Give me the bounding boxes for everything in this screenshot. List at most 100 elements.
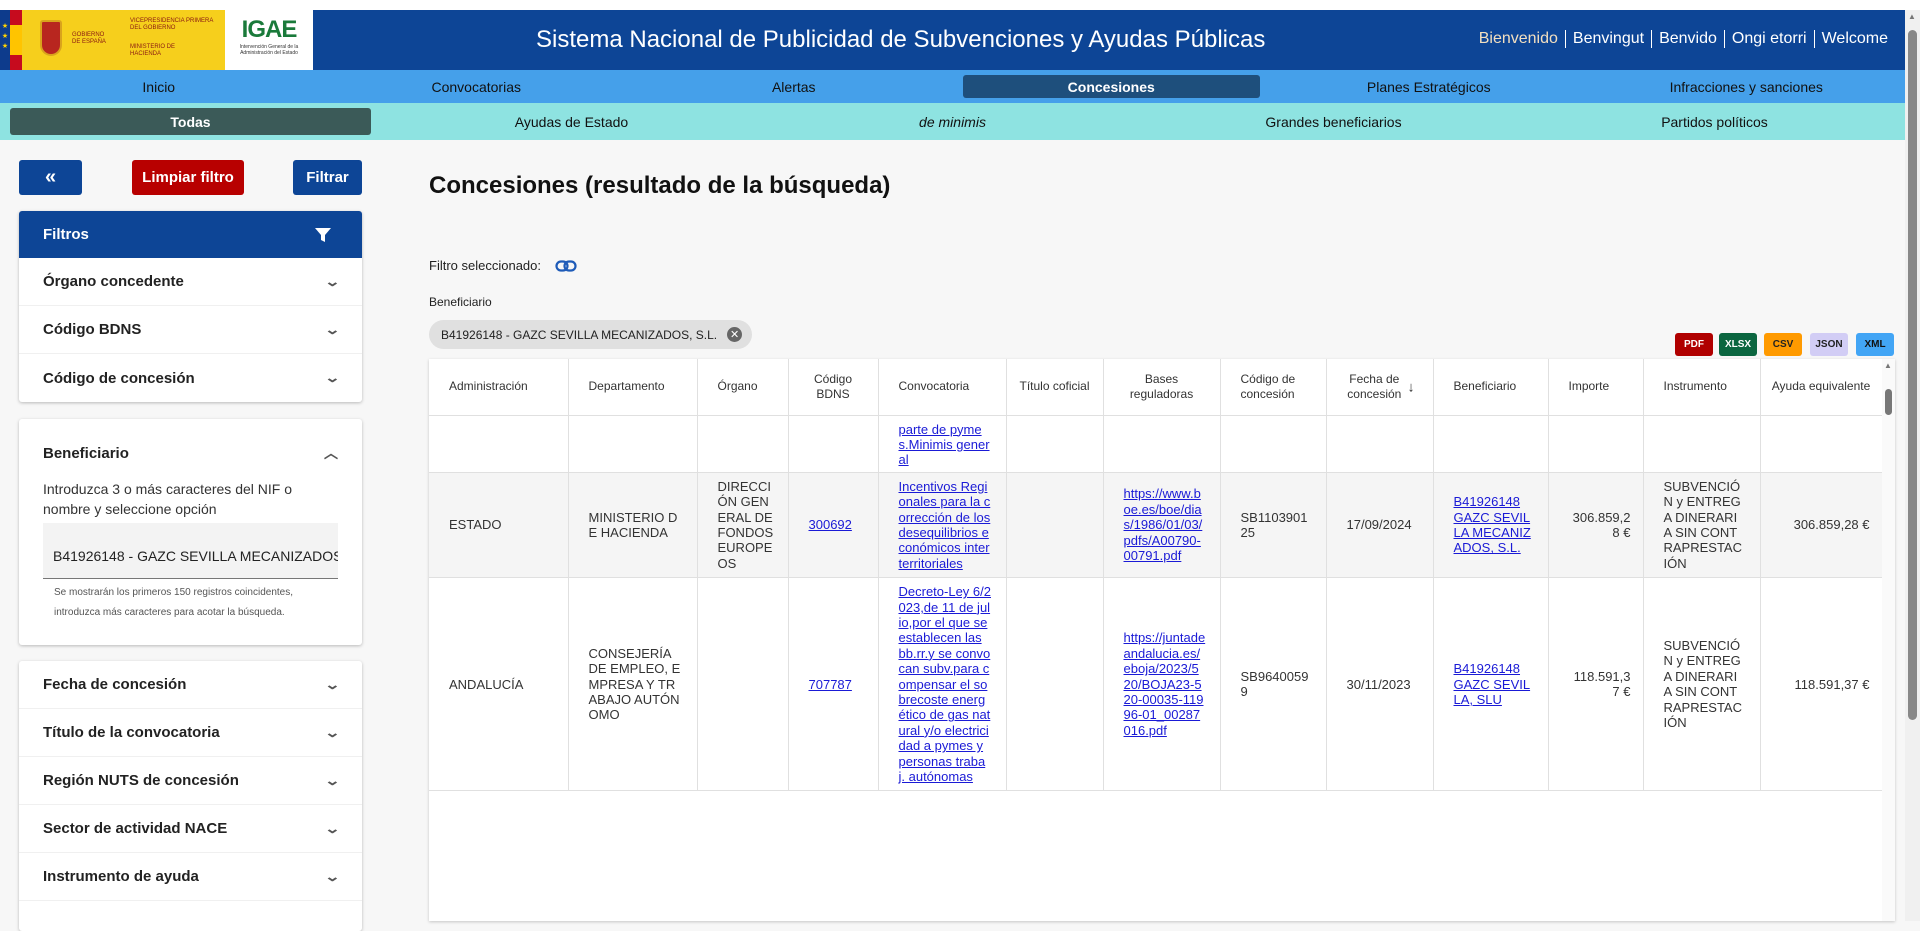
scroll-up-icon[interactable]: ▲ [1908, 12, 1916, 21]
subnav-ayudas-estado[interactable]: Ayudas de Estado [514, 113, 629, 130]
col-bases-reguladoras[interactable]: Bases reguladoras [1103, 359, 1221, 416]
nav-inicio[interactable]: Inicio [142, 78, 176, 95]
filter-region-nuts[interactable]: Región NUTS de concesión ⌄ [19, 757, 362, 805]
sort-arrow-down-icon[interactable]: ↓ [1407, 378, 1415, 395]
cell-bdns [788, 415, 879, 473]
export-pdf-button[interactable]: PDF [1675, 333, 1713, 356]
col-ayuda-equivalente[interactable]: Ayuda equivalente [1760, 359, 1883, 416]
filter-button[interactable]: Filtrar [293, 160, 362, 195]
filter-label: Instrumento de ayuda [43, 868, 199, 885]
filters-title: Filtros [43, 226, 89, 243]
col-codigo-bdns[interactable]: Código BDNS [788, 359, 879, 416]
lang-gl[interactable]: Benvido [1651, 30, 1724, 48]
cell-titulo [1006, 415, 1104, 473]
funnel-icon [315, 227, 331, 242]
table-row: ANDALUCÍA CONSEJERÍA DE EMPLEO, EMPRESA Y… [429, 577, 1883, 792]
beneficiario-link[interactable]: B41926148 GAZC SEVILLA, SLU [1453, 661, 1531, 707]
col-fecha-concesion[interactable]: Fecha de concesión ↓ [1326, 359, 1434, 416]
main-nav: Inicio Convocatorias Alertas Concesiones… [0, 70, 1905, 103]
cell-admin: ANDALUCÍA [429, 577, 569, 792]
collapse-sidebar-button[interactable]: « [19, 160, 82, 195]
chevron-down-icon: ⌄ [324, 772, 341, 788]
cell-bases: https://www.boe.es/boe/dias/1986/01/03/p… [1103, 472, 1221, 579]
convocatoria-link[interactable]: parte de pymes.Minimis general [898, 421, 990, 468]
col-titulo-cooficial[interactable]: Título coficial [1006, 359, 1104, 416]
cell-titulo [1006, 472, 1104, 579]
filter-instrumento-ayuda[interactable]: Instrumento de ayuda ⌄ [19, 853, 362, 901]
export-json-button[interactable]: JSON [1810, 333, 1848, 356]
clear-filter-button[interactable]: Limpiar filtro [132, 160, 244, 195]
table-scrollbar[interactable]: ▲ [1882, 359, 1895, 921]
col-organo[interactable]: Órgano [697, 359, 789, 416]
coat-of-arms-icon [40, 20, 62, 56]
chevron-down-icon: ⌄ [324, 273, 341, 289]
filter-codigo-bdns[interactable]: Código BDNS ⌄ [19, 306, 362, 354]
cell-depto: MINISTERIO DE HACIENDA [568, 472, 698, 579]
filter-organo-concedente[interactable]: Órgano concedente ⌄ [19, 258, 362, 306]
site-title: Sistema Nacional de Publicidad de Subven… [536, 26, 1266, 53]
page-scrollbar[interactable]: ▲ [1905, 10, 1920, 921]
cell-importe [1548, 415, 1644, 473]
bases-link[interactable]: https://www.boe.es/boe/dias/1986/01/03/p… [1123, 486, 1203, 564]
cell-organo [697, 577, 789, 792]
lang-es[interactable]: Bienvenido [1478, 30, 1558, 47]
filter-label: Sector de actividad NACE [43, 820, 228, 837]
close-icon[interactable]: ✕ [727, 327, 743, 342]
nav-concesiones[interactable]: Concesiones [962, 75, 1260, 98]
filter-label: Órgano concedente [43, 273, 184, 290]
cell-beneficiario [1433, 415, 1549, 473]
lang-en[interactable]: Welcome [1813, 30, 1895, 48]
col-administracion[interactable]: Administración [429, 359, 569, 416]
cell-beneficiario: B41926148 GAZC SEVILLA, SLU [1433, 577, 1549, 792]
cell-bdns: 707787 [788, 577, 879, 792]
cell-codigo: SB96400599 [1220, 577, 1327, 792]
col-importe[interactable]: Importe [1548, 359, 1644, 416]
igae-logo-text: IGAE [241, 16, 298, 43]
col-beneficiario[interactable]: Beneficiario [1433, 359, 1549, 416]
nav-infracciones[interactable]: Infracciones y sanciones [1669, 78, 1823, 95]
lang-ca[interactable]: Benvingut [1564, 30, 1651, 48]
convocatoria-link[interactable]: Incentivos Regionales para la corrección… [898, 478, 991, 571]
beneficiario-link[interactable]: B41926148 GAZC SEVILLA MECANIZADOS, S.L. [1453, 494, 1531, 556]
subnav-grandes-beneficiarios[interactable]: Grandes beneficiarios [1265, 113, 1402, 130]
cell-convocatoria: Decreto-Ley 6/2023,de 11 de julio,por el… [878, 577, 1007, 792]
export-xlsx-button[interactable]: XLSX [1719, 333, 1757, 356]
filter-label: Código de concesión [43, 369, 195, 387]
filter-label: Fecha de concesión [43, 676, 187, 693]
bdns-link[interactable]: 707787 [808, 676, 852, 692]
page-title: Concesiones (resultado de la búsqueda) [429, 172, 891, 199]
col-codigo-concesion[interactable]: Código de concesión [1220, 359, 1327, 416]
scroll-up-icon[interactable]: ▲ [1884, 361, 1892, 370]
link-icon[interactable] [555, 259, 577, 272]
filter-fecha-concesion[interactable]: Fecha de concesión ⌄ [19, 661, 362, 709]
table-scrollbar-thumb[interactable] [1885, 389, 1892, 415]
nav-convocatorias[interactable]: Convocatorias [431, 78, 522, 95]
subnav-de-minimis[interactable]: de minimis [919, 113, 986, 130]
beneficiario-input[interactable]: B41926148 - GAZC SEVILLA MECANIZADOS, S.… [43, 523, 338, 579]
chevron-up-icon: ︿ [324, 445, 338, 461]
table-header-row: Administración Departamento Órgano Códig… [429, 359, 1883, 416]
convocatoria-link[interactable]: Decreto-Ley 6/2023,de 11 de julio,por el… [898, 584, 992, 785]
filter-titulo-convocatoria[interactable]: Título de la convocatoria ⌄ [19, 709, 362, 757]
cell-instrumento: SUBVENCIÓN y ENTREGA DINERARIA SIN CONTR… [1643, 577, 1761, 792]
filter-codigo-concesion[interactable]: Código de concesión ⌄ [19, 354, 362, 402]
page-scrollbar-thumb[interactable] [1908, 30, 1917, 720]
export-xml-button[interactable]: XML [1856, 333, 1894, 356]
government-logo[interactable]: ★ ★ ★ GOBIERNO DE ESPAÑA VICEPRESIDENCIA P… [0, 10, 313, 70]
col-instrumento[interactable]: Instrumento [1643, 359, 1761, 416]
nav-planes-estrategicos[interactable]: Planes Estratégicos [1366, 78, 1491, 95]
lang-eu[interactable]: Ongi etorri [1723, 30, 1814, 48]
cell-importe: 306.859,28 € [1548, 472, 1644, 579]
filter-sector-nace[interactable]: Sector de actividad NACE ⌄ [19, 805, 362, 853]
nav-alertas[interactable]: Alertas [771, 78, 816, 95]
bdns-link[interactable]: 300692 [808, 517, 852, 533]
col-convocatoria[interactable]: Convocatoria [878, 359, 1007, 416]
filter-next-item[interactable] [19, 901, 362, 931]
cell-instrumento [1643, 415, 1761, 473]
export-csv-button[interactable]: CSV [1764, 333, 1802, 356]
subnav-partidos-politicos[interactable]: Partidos políticos [1661, 113, 1768, 130]
filter-beneficiario-header[interactable]: Beneficiario ︿ [19, 419, 362, 479]
subnav-todas[interactable]: Todas [10, 108, 371, 135]
col-departamento[interactable]: Departamento [568, 359, 698, 416]
bases-link[interactable]: https://juntadeandalucia.es/eboja/2023/5… [1123, 630, 1206, 738]
